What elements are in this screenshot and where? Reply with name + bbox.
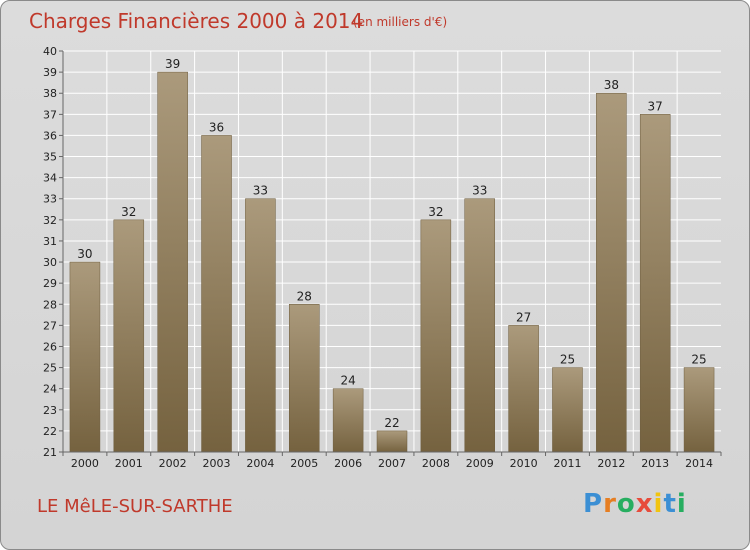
value-label: 32 [428,205,443,219]
value-label: 36 [209,120,224,134]
value-label: 25 [560,353,575,367]
x-tick-label: 2012 [597,457,625,470]
bar-2002 [157,71,188,453]
bar-2009 [464,198,495,453]
logo-letter: P [583,489,604,519]
logo-letter: i [676,489,687,519]
value-label: 37 [648,99,663,113]
bar-2003 [201,135,232,453]
logo-letter: i [653,489,664,519]
logo-letter: t [663,489,677,519]
x-tick-label: 2010 [510,457,538,470]
x-tick-label: 2011 [553,457,581,470]
x-tick-label: 2013 [641,457,669,470]
bar-2006 [332,388,364,453]
bar-2010 [508,325,539,453]
value-label: 33 [253,184,268,198]
y-tick-label: 24 [43,383,57,396]
y-tick-label: 22 [43,425,57,438]
x-tick-label: 2008 [422,457,450,470]
bar-2005 [289,304,320,453]
x-tick-label: 2014 [685,457,713,470]
y-tick-label: 29 [43,277,57,290]
value-label: 32 [121,205,136,219]
value-label: 33 [472,184,487,198]
value-label: 38 [604,78,619,92]
logo-letter: x [635,489,654,519]
x-tick-label: 2002 [159,457,187,470]
bar-2001 [113,219,145,453]
x-tick-label: 2005 [290,457,318,470]
y-tick-label: 21 [43,446,57,459]
x-tick-label: 2004 [246,457,274,470]
y-tick-label: 23 [43,404,57,417]
logo-letter: r [603,489,617,519]
bar-2000 [69,261,101,453]
y-tick-label: 38 [43,87,57,100]
value-label: 24 [340,374,355,388]
x-tick-label: 2006 [334,457,362,470]
y-tick-label: 35 [43,151,57,164]
bar-2007 [376,430,408,453]
y-tick-label: 40 [43,45,57,58]
y-tick-label: 26 [43,340,57,353]
x-tick-label: 2007 [378,457,406,470]
chart-title: Charges Financières 2000 à 2014 [29,9,364,33]
value-label: 27 [516,310,531,324]
bar-2013 [639,114,671,453]
y-tick-label: 39 [43,66,57,79]
y-tick-label: 28 [43,298,57,311]
axes: 21 22 23 24 25 26 27 28 29 30 31 32 33 34 35 36 37 38 39 40… [43,45,722,470]
x-tick-label: 2000 [71,457,99,470]
bars: 30 32 39 36 33 28 24 22 32 33 27 25 38 37 25 [69,57,715,453]
y-tick-label: 33 [43,193,57,206]
bar-2012 [596,92,627,453]
commune-name: LE MêLE-SUR-SARTHE [37,496,233,517]
x-tick-label: 2003 [203,457,231,470]
y-tick-label: 34 [43,172,57,185]
bar-2008 [420,219,452,453]
proxiti-logo: Proxiti [583,489,687,519]
y-tick-label: 32 [43,214,57,227]
x-tick-label: 2009 [466,457,494,470]
logo-letter: o [616,489,636,519]
y-tick-label: 30 [43,256,57,269]
y-tick-label: 27 [43,319,57,332]
y-tick-label: 36 [43,129,57,142]
bar-2011 [552,367,583,453]
y-tick-label: 25 [43,362,57,375]
y-tick-label: 31 [43,235,57,248]
value-label: 25 [691,353,706,367]
value-label: 30 [77,247,92,261]
value-label: 39 [165,57,180,71]
bar-2004 [245,198,276,453]
chart-unit: (en milliers d'€) [353,15,448,29]
value-label: 22 [384,416,399,430]
value-label: 28 [297,289,312,303]
y-tick-label: 37 [43,108,57,121]
bar-2014 [683,367,715,453]
x-tick-label: 2001 [115,457,143,470]
